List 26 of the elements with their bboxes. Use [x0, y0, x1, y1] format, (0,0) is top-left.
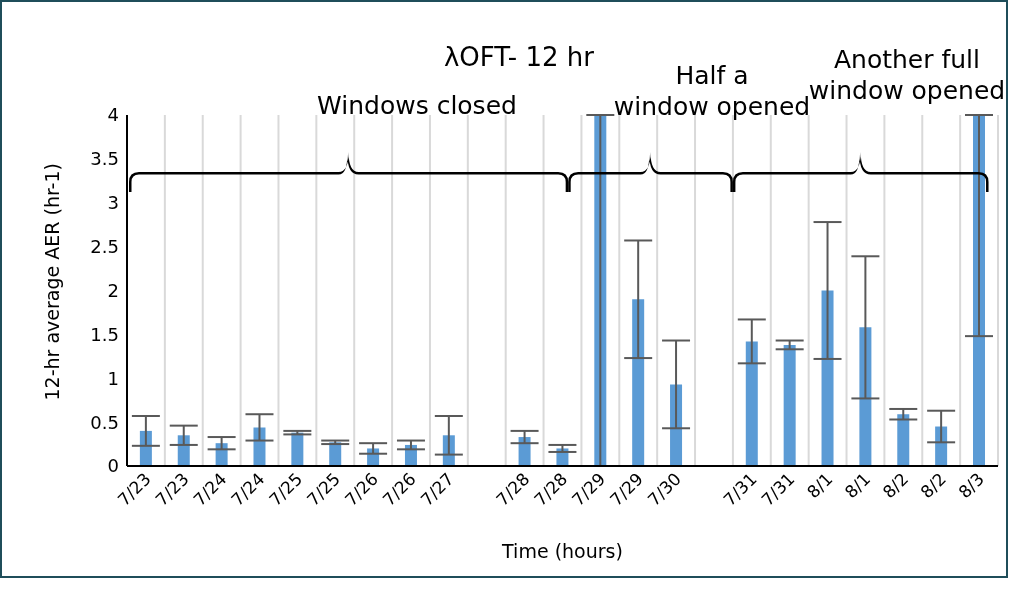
y-axis-title: 12-hr average AER (hr-1)	[40, 163, 63, 401]
y-tick-label: 0.5	[90, 411, 119, 433]
annotation: Half a window opened	[613, 61, 811, 121]
bar	[821, 290, 834, 466]
bar	[291, 432, 304, 466]
bar	[897, 414, 910, 466]
x-tick-label: 8/3	[954, 468, 988, 503]
x-axis-title: Time (hours)	[501, 540, 623, 562]
y-tick-label: 1.5	[90, 323, 119, 345]
annotation: Windows closed	[316, 90, 518, 121]
x-tick-label: 8/1	[840, 468, 875, 503]
x-tick-label: 8/2	[878, 468, 913, 503]
x-tick-label: 8/2	[916, 468, 951, 503]
y-tick-label: 2.5	[90, 236, 119, 258]
y-tick-label: 2	[107, 279, 119, 301]
y-tick-label: 1	[107, 367, 119, 389]
y-tick-label: 3	[107, 192, 119, 214]
x-tick-label: 8/1	[802, 468, 837, 503]
bar	[632, 299, 645, 466]
y-tick-label: 0	[107, 455, 119, 477]
bar	[745, 341, 758, 466]
chart-title: λOFT- 12 hr	[443, 42, 594, 72]
bar	[783, 344, 796, 466]
y-tick-label: 4	[107, 104, 119, 126]
text: Another full window opened	[808, 44, 1007, 106]
y-tick-label: 3.5	[90, 148, 119, 170]
